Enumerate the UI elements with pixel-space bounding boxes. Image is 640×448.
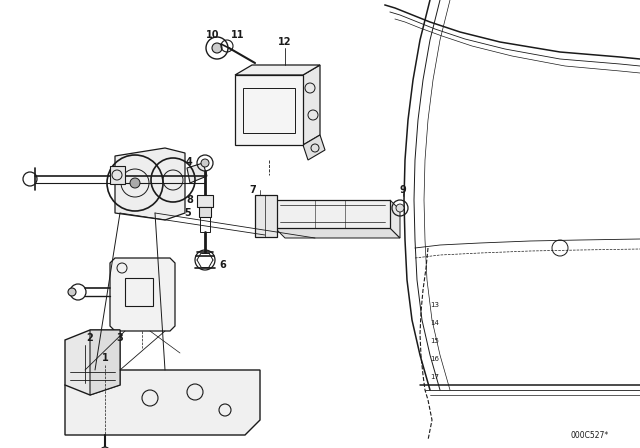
Text: 17: 17 bbox=[431, 374, 440, 380]
Bar bbox=[235, 75, 303, 145]
Text: 000C527*: 000C527* bbox=[571, 431, 609, 440]
Text: 2: 2 bbox=[86, 333, 93, 343]
Polygon shape bbox=[390, 200, 400, 238]
Text: 13: 13 bbox=[431, 302, 440, 308]
Bar bbox=[255, 195, 277, 237]
Text: 12: 12 bbox=[278, 37, 292, 47]
Circle shape bbox=[100, 447, 110, 448]
Polygon shape bbox=[303, 65, 320, 145]
Bar bbox=[275, 200, 390, 228]
Polygon shape bbox=[90, 330, 120, 395]
Bar bbox=[197, 195, 213, 207]
Text: 10: 10 bbox=[206, 30, 220, 40]
Circle shape bbox=[212, 43, 222, 53]
Text: 9: 9 bbox=[399, 185, 406, 195]
Text: 15: 15 bbox=[431, 338, 440, 344]
Text: 1: 1 bbox=[102, 353, 108, 363]
Text: 5: 5 bbox=[184, 208, 191, 218]
Polygon shape bbox=[275, 228, 400, 238]
Text: 7: 7 bbox=[250, 185, 257, 195]
Bar bbox=[110, 166, 125, 184]
Text: 8: 8 bbox=[187, 195, 193, 205]
Text: 6: 6 bbox=[220, 260, 227, 270]
Polygon shape bbox=[235, 65, 320, 75]
Text: 16: 16 bbox=[431, 356, 440, 362]
Bar bbox=[125, 278, 153, 306]
Polygon shape bbox=[65, 370, 260, 435]
Text: 4: 4 bbox=[186, 157, 193, 167]
Polygon shape bbox=[303, 135, 325, 160]
Polygon shape bbox=[110, 258, 175, 331]
Circle shape bbox=[68, 288, 76, 296]
Polygon shape bbox=[115, 148, 185, 220]
Circle shape bbox=[130, 178, 140, 188]
Bar bbox=[243, 88, 295, 133]
Polygon shape bbox=[187, 163, 207, 183]
Text: 11: 11 bbox=[231, 30, 244, 40]
Bar bbox=[199, 207, 211, 217]
Circle shape bbox=[396, 204, 404, 212]
Text: 3: 3 bbox=[116, 333, 124, 343]
Bar bbox=[200, 217, 210, 232]
Circle shape bbox=[201, 159, 209, 167]
Text: 14: 14 bbox=[431, 320, 440, 326]
Polygon shape bbox=[65, 330, 120, 395]
